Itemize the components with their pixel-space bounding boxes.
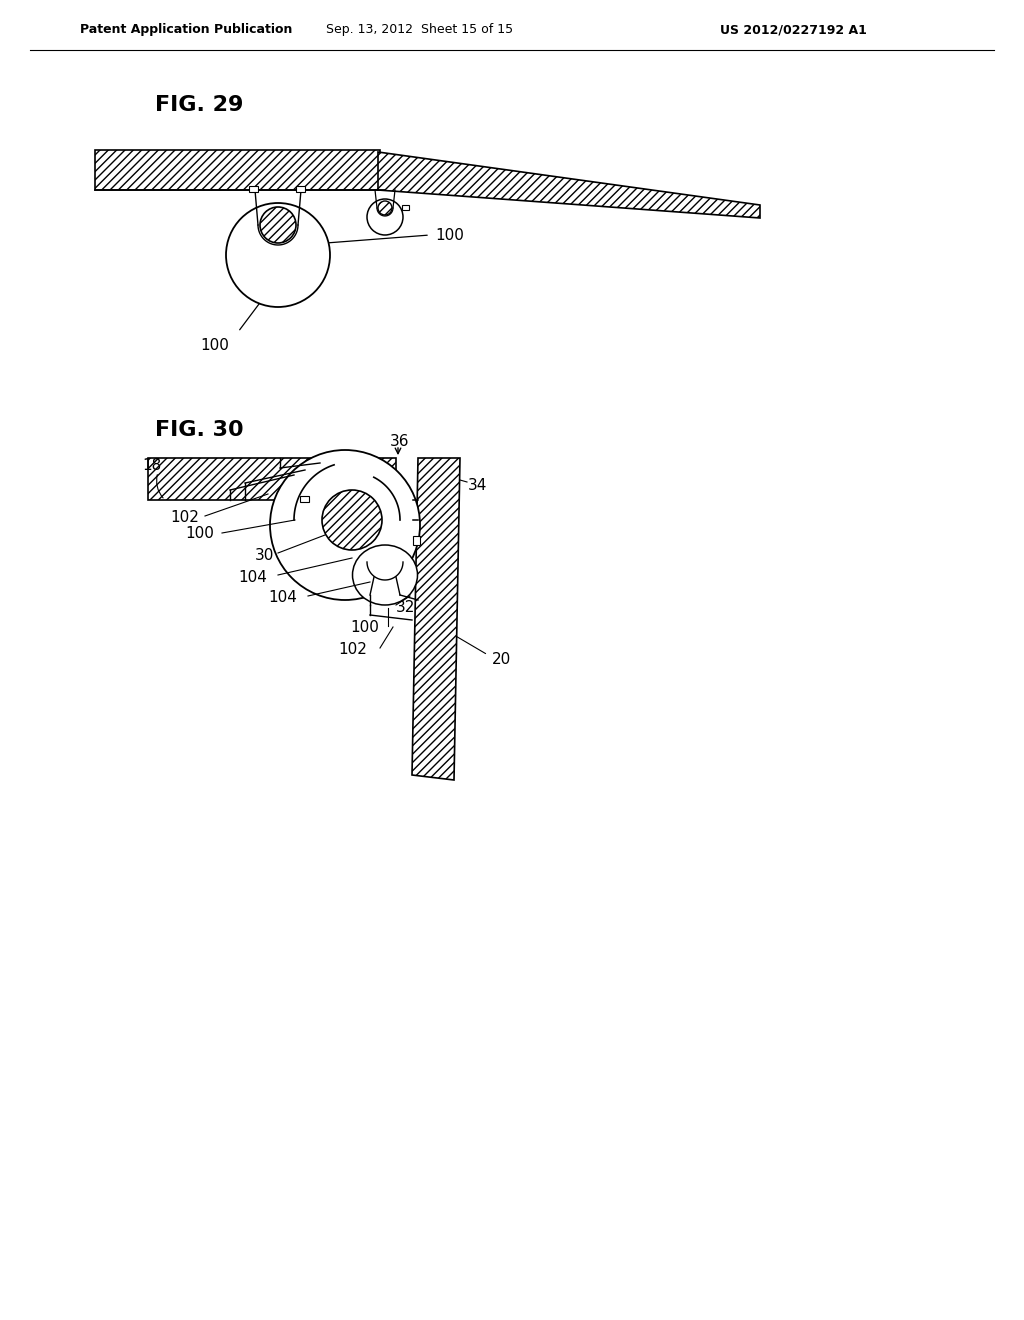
Text: Patent Application Publication: Patent Application Publication: [80, 24, 293, 37]
Text: 100: 100: [200, 338, 229, 352]
Bar: [300, 496, 309, 502]
Text: Sep. 13, 2012  Sheet 15 of 15: Sep. 13, 2012 Sheet 15 of 15: [327, 24, 514, 37]
Text: 102: 102: [338, 643, 367, 657]
Ellipse shape: [352, 545, 418, 605]
Bar: [249, 186, 258, 191]
Polygon shape: [378, 152, 760, 218]
Bar: [413, 536, 420, 545]
Text: 32: 32: [396, 601, 416, 615]
Text: 100: 100: [435, 227, 464, 243]
Text: 30: 30: [255, 548, 274, 562]
Text: 102: 102: [170, 510, 199, 524]
Text: FIG. 29: FIG. 29: [155, 95, 244, 115]
Bar: [148, 458, 396, 500]
Circle shape: [367, 199, 403, 235]
Text: 104: 104: [268, 590, 297, 606]
Circle shape: [322, 490, 382, 550]
Text: 34: 34: [468, 478, 487, 492]
Text: 100: 100: [185, 527, 214, 541]
Circle shape: [378, 201, 392, 215]
Circle shape: [260, 207, 296, 243]
Text: 20: 20: [492, 652, 511, 668]
Text: 104: 104: [238, 569, 267, 585]
Circle shape: [270, 450, 420, 601]
Bar: [296, 186, 305, 191]
Text: 36: 36: [390, 434, 410, 450]
Circle shape: [226, 203, 330, 308]
Text: US 2012/0227192 A1: US 2012/0227192 A1: [720, 24, 867, 37]
Text: 100: 100: [350, 620, 379, 635]
Text: FIG. 30: FIG. 30: [155, 420, 244, 440]
Text: 18: 18: [142, 458, 161, 473]
Bar: [402, 205, 409, 210]
Bar: [95, 150, 380, 190]
Polygon shape: [412, 458, 460, 780]
